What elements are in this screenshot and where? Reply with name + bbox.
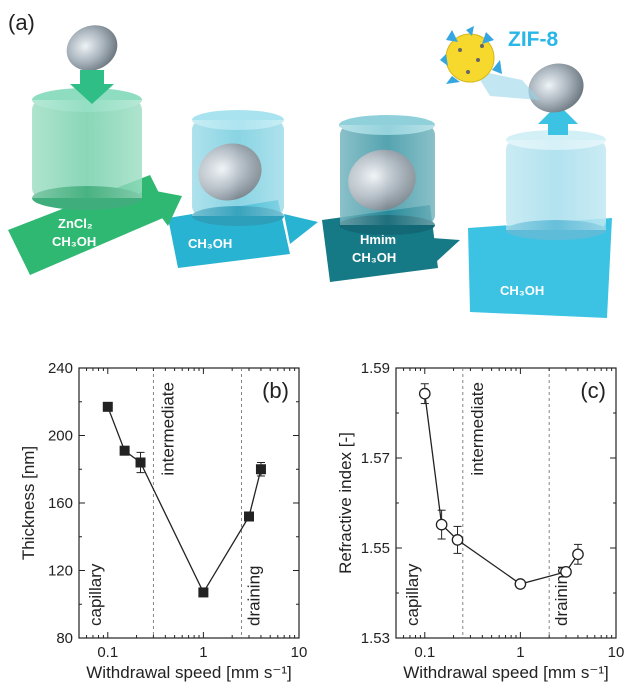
zif8-label: ZIF-8 [508, 28, 558, 51]
x-tick-label: 1 [199, 644, 207, 661]
step-4-label: CH₃OH [500, 283, 544, 298]
step-4-card: CH₃OH [468, 218, 612, 318]
x-tick-label: 0.1 [97, 644, 118, 661]
down-arrow-icon [70, 70, 114, 104]
region-label-intermediate: intermediate [158, 382, 177, 476]
beaker-4 [506, 130, 606, 240]
data-point [255, 464, 266, 475]
y-tick-label: 1.57 [361, 450, 390, 467]
step-3-label-line1: Hmim [360, 232, 396, 247]
step-1-arrow-icon [140, 188, 182, 226]
y-axis-label: Thickness [nm] [19, 446, 38, 560]
wafer-dipping [66, 25, 118, 104]
y-tick-label: 1.55 [361, 540, 390, 557]
data-point [418, 387, 431, 400]
x-tick-label: 10 [291, 644, 308, 661]
step-1-label-line1: ZnCl₂ [58, 216, 93, 231]
y-tick-label: 80 [56, 630, 73, 647]
step-2-label: CH₃OH [188, 236, 232, 251]
x-tick-label: 10 [608, 644, 625, 661]
beaker-3 [339, 115, 435, 235]
step-3-arrow-icon [432, 238, 460, 262]
process-illustration: (a) CH₃OH Hmim CH₃OH CH₃OH ZnCl₂ CH₃OH [8, 10, 612, 318]
plot-frame [395, 367, 617, 639]
series-line [424, 393, 579, 585]
up-arrow-icon [538, 104, 578, 135]
region-label-intermediate: intermediate [468, 382, 487, 476]
x-axis-label: Withdrawal speed [mm s⁻¹] [86, 663, 291, 682]
beaker-1 [32, 88, 142, 210]
y-tick-label: 120 [48, 563, 73, 580]
x-tick-label: 0.1 [414, 644, 435, 661]
refractive-index-chart: 0.1 1 10 1.53 1.55 1.57 1.59 Withdrawal speed [… [336, 360, 625, 682]
data-point [560, 566, 572, 578]
step-2-arrow-icon [284, 214, 318, 244]
panel-label: (c) [580, 378, 606, 403]
region-label-capillary: capillary [403, 563, 422, 626]
zif8-structure [440, 26, 540, 100]
step-3-label-line2: CH₃OH [352, 250, 396, 265]
x-tick-label: 1 [516, 644, 524, 661]
series-line [107, 406, 262, 594]
panel-label-a: (a) [8, 10, 35, 35]
thickness-chart: 0.1 1 10 80 120 160 200 240 Withdrawal speed [mm… [19, 360, 308, 682]
y-tick-label: 240 [48, 360, 73, 377]
region-label-draining: draining [552, 566, 571, 627]
y-tick-label: 1.59 [361, 360, 390, 377]
data-point [102, 401, 113, 412]
x-axis-label: Withdrawal speed [mm s⁻¹] [403, 663, 608, 682]
data-point [119, 445, 130, 456]
beaker-2 [192, 110, 284, 226]
region-label-draining: draining [244, 566, 263, 627]
y-axis-label: Refractive index [-] [336, 432, 355, 574]
panel-label: (b) [262, 378, 289, 403]
data-point [198, 587, 209, 598]
data-point [244, 511, 255, 522]
y-tick-label: 200 [48, 428, 73, 445]
wafer-withdrawn [528, 63, 584, 135]
region-label-capillary: capillary [86, 563, 105, 626]
y-tick-label: 1.53 [361, 630, 390, 647]
y-tick-label: 160 [48, 495, 73, 512]
step-1-label-line2: CH₃OH [52, 234, 96, 249]
data-point [435, 518, 448, 531]
data-point [135, 457, 146, 468]
data-point [451, 534, 464, 546]
step-4-plate [468, 218, 612, 318]
data-point [514, 578, 527, 590]
data-point [572, 548, 584, 561]
